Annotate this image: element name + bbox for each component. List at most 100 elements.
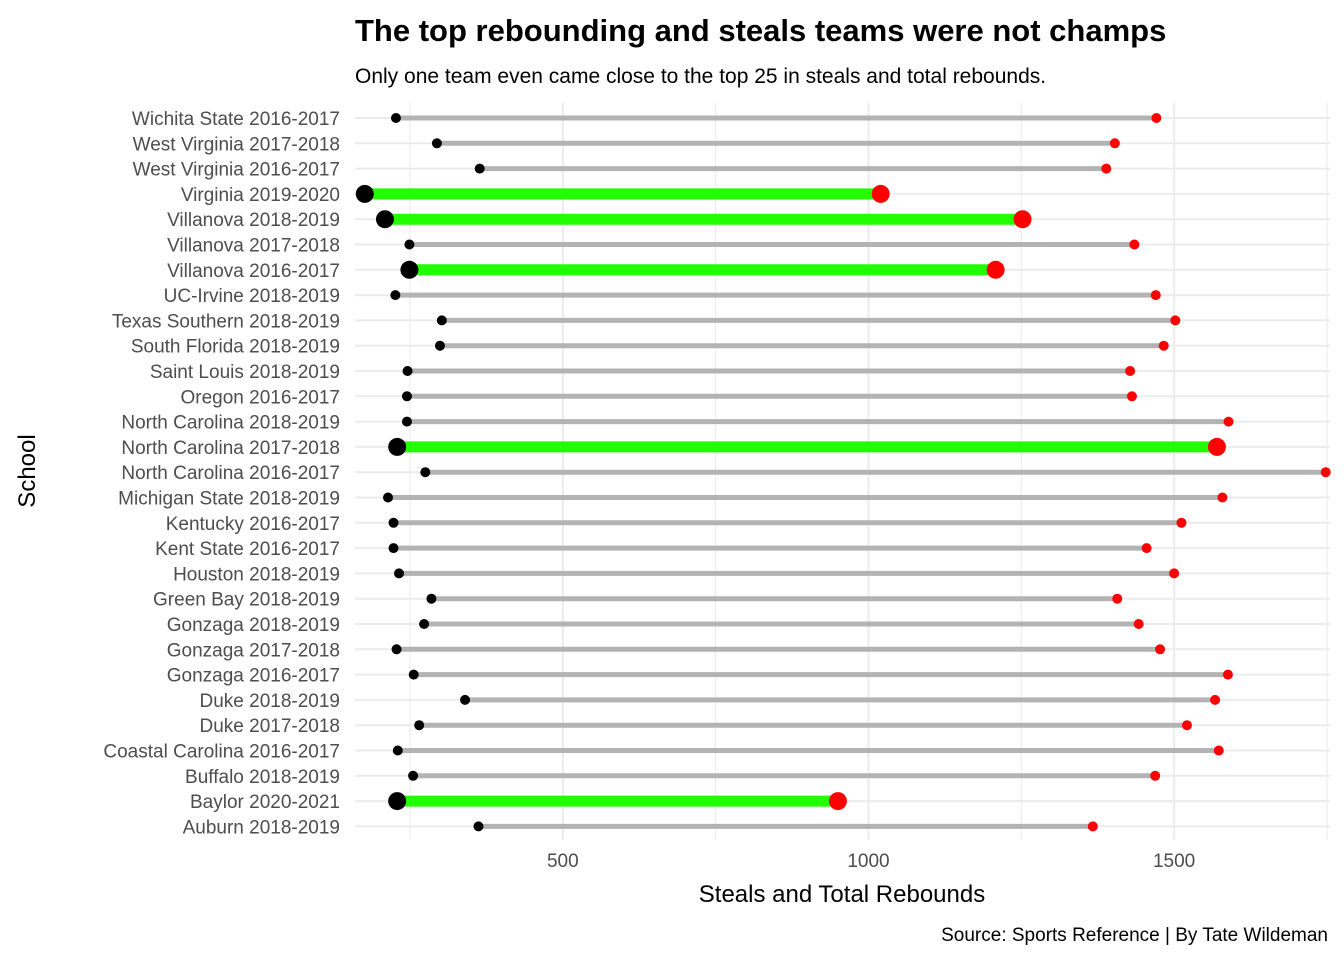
y-tick-label: Buffalo 2018-2019 bbox=[185, 767, 340, 788]
steals-point bbox=[355, 184, 374, 203]
steals-point bbox=[436, 315, 447, 326]
rebounds-point bbox=[1013, 210, 1032, 229]
rebounds-point bbox=[1207, 437, 1226, 456]
rebounds-point bbox=[1087, 821, 1098, 832]
steals-point bbox=[431, 138, 442, 149]
rebounds-point bbox=[1151, 113, 1162, 123]
rebounds-point bbox=[1222, 669, 1233, 680]
y-tick-label: Texas Southern 2018-2019 bbox=[112, 311, 340, 332]
y-tick-label: West Virginia 2016-2017 bbox=[133, 160, 340, 181]
y-tick-label: UC-Irvine 2018-2019 bbox=[164, 286, 340, 307]
x-tick-labels: 500 1000 1500 bbox=[547, 851, 1195, 872]
rebounds-point bbox=[1141, 543, 1152, 554]
rebounds-point bbox=[1155, 644, 1166, 655]
steals-point bbox=[394, 568, 405, 579]
steals-point bbox=[460, 694, 471, 705]
rebounds-point bbox=[1133, 619, 1144, 629]
y-axis-title: School bbox=[14, 434, 41, 507]
segments bbox=[364, 115, 1326, 829]
steals-point bbox=[401, 416, 412, 427]
rebounds-point bbox=[1176, 517, 1187, 528]
rebounds-point bbox=[1101, 163, 1112, 174]
steals-point bbox=[388, 517, 399, 528]
steals-point bbox=[473, 821, 484, 832]
steals-point bbox=[404, 239, 415, 250]
steals-point bbox=[434, 340, 445, 351]
y-tick-label: Auburn 2018-2019 bbox=[183, 817, 340, 838]
y-tick-label: Kentucky 2016-2017 bbox=[166, 514, 340, 535]
y-tick-label: Houston 2018-2019 bbox=[173, 564, 340, 585]
rebounds-point bbox=[1217, 492, 1228, 503]
y-tick-label: West Virginia 2017-2018 bbox=[133, 134, 340, 155]
rebounds-point bbox=[1210, 694, 1221, 705]
y-tick-label: Gonzaga 2016-2017 bbox=[167, 666, 340, 687]
rebounds-point bbox=[1129, 239, 1140, 250]
y-tick-label: Villanova 2018-2019 bbox=[167, 210, 340, 231]
steals-point bbox=[388, 792, 407, 811]
x-tick-label: 1500 bbox=[1153, 851, 1195, 872]
y-tick-label: Green Bay 2018-2019 bbox=[153, 590, 340, 611]
steals-point bbox=[388, 543, 399, 554]
steals-point bbox=[408, 669, 419, 680]
rebounds-point bbox=[1320, 467, 1331, 478]
y-tick-label: Michigan State 2018-2019 bbox=[118, 489, 340, 510]
rebounds-point bbox=[828, 792, 847, 811]
steals-point bbox=[392, 745, 403, 756]
y-tick-label: Duke 2017-2018 bbox=[200, 716, 341, 737]
y-tick-label: North Carolina 2018-2019 bbox=[121, 413, 340, 434]
x-tick-label: 500 bbox=[547, 851, 579, 872]
steals-point bbox=[391, 644, 402, 655]
steals-point bbox=[388, 437, 407, 456]
steals-point bbox=[420, 467, 431, 478]
points bbox=[355, 113, 1331, 832]
y-tick-label: Gonzaga 2017-2018 bbox=[167, 640, 340, 661]
steals-point bbox=[400, 260, 419, 279]
steals-point bbox=[390, 113, 401, 123]
y-tick-label: Saint Louis 2018-2019 bbox=[150, 362, 340, 383]
y-tick-label: South Florida 2018-2019 bbox=[131, 337, 340, 358]
rebounds-point bbox=[1112, 593, 1123, 604]
rebounds-point bbox=[986, 260, 1005, 279]
rebounds-point bbox=[1126, 391, 1137, 402]
chart-title: The top rebounding and steals teams were… bbox=[355, 13, 1166, 48]
y-tick-label: Virginia 2019-2020 bbox=[181, 185, 340, 206]
steals-point bbox=[375, 210, 394, 229]
steals-point bbox=[408, 770, 419, 781]
y-tick-label: Coastal Carolina 2016-2017 bbox=[103, 742, 340, 763]
rebounds-point bbox=[871, 184, 890, 203]
y-tick-label: Kent State 2016-2017 bbox=[155, 539, 340, 560]
steals-point bbox=[474, 163, 485, 174]
chart-caption: Source: Sports Reference | By Tate Wilde… bbox=[941, 925, 1328, 946]
rebounds-point bbox=[1169, 568, 1180, 579]
steals-point bbox=[401, 391, 412, 402]
y-tick-label: North Carolina 2016-2017 bbox=[121, 463, 340, 484]
y-tick-labels: Wichita State 2016-2017 West Virginia 201… bbox=[103, 109, 340, 838]
rebounds-point bbox=[1150, 770, 1161, 781]
steals-point bbox=[402, 366, 413, 376]
y-tick-label: Gonzaga 2018-2019 bbox=[167, 615, 340, 636]
steals-point bbox=[390, 290, 401, 301]
rebounds-point bbox=[1223, 416, 1234, 427]
y-tick-label: North Carolina 2017-2018 bbox=[121, 438, 340, 459]
rebounds-point bbox=[1213, 745, 1224, 756]
y-tick-label: Villanova 2017-2018 bbox=[167, 236, 340, 257]
y-tick-label: Oregon 2016-2017 bbox=[180, 387, 340, 408]
x-tick-label: 1000 bbox=[847, 851, 889, 872]
steals-point bbox=[383, 492, 394, 503]
chart-subtitle: Only one team even came close to the top… bbox=[355, 65, 1046, 88]
steals-point bbox=[414, 720, 425, 731]
rebounds-point bbox=[1158, 340, 1169, 351]
y-tick-label: Duke 2018-2019 bbox=[200, 691, 341, 712]
rebounds-point bbox=[1181, 720, 1192, 731]
y-tick-label: Wichita State 2016-2017 bbox=[132, 109, 340, 130]
rebounds-point bbox=[1125, 366, 1136, 376]
steals-point bbox=[426, 593, 437, 604]
x-axis-title: Steals and Total Rebounds bbox=[699, 881, 985, 908]
y-tick-label: Villanova 2016-2017 bbox=[167, 261, 340, 282]
steals-point bbox=[419, 619, 430, 629]
y-tick-label: Baylor 2020-2021 bbox=[190, 792, 340, 813]
rebounds-point bbox=[1150, 290, 1161, 301]
rebounds-point bbox=[1170, 315, 1181, 326]
